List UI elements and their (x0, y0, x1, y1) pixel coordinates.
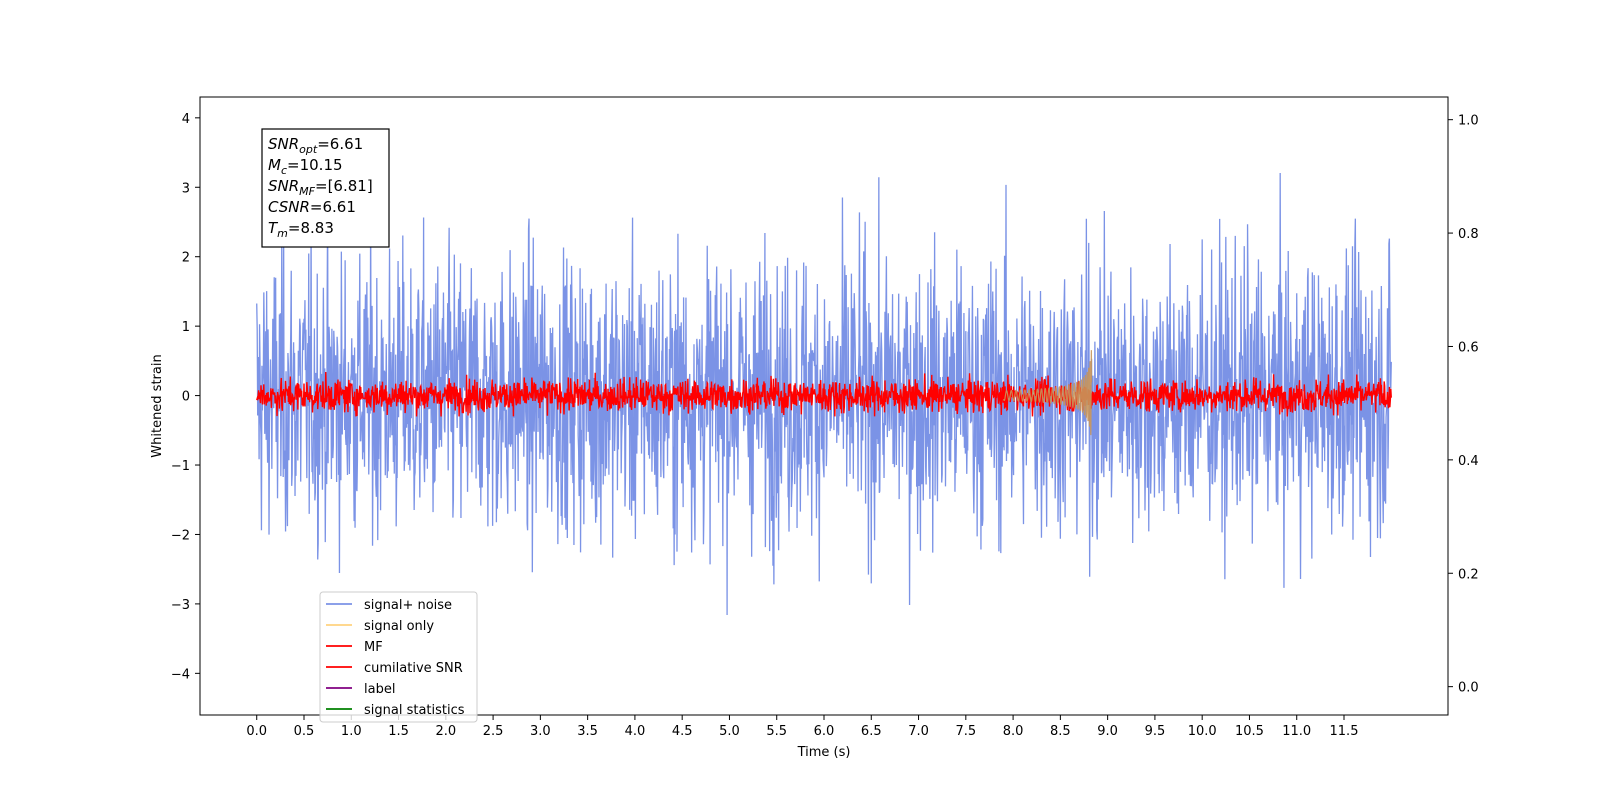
y-tick-label: −2 (171, 528, 190, 543)
x-tick-label: 5.5 (766, 724, 787, 739)
x-axis-label: Time (s) (797, 745, 851, 760)
x-tick-label: 2.5 (483, 724, 504, 739)
legend-label: signal only (364, 619, 434, 634)
x-tick-label: 4.0 (625, 724, 646, 739)
x-tick-label: 2.0 (435, 724, 456, 739)
x-tick-label: 4.5 (672, 724, 693, 739)
x-tick-label: 11.0 (1282, 724, 1311, 739)
y-tick-label: 2 (182, 251, 190, 266)
y-tick-label: −4 (171, 667, 190, 682)
legend-label: MF (364, 640, 383, 655)
legend-label: signal+ noise (364, 598, 452, 613)
x-tick-label: 8.0 (1003, 724, 1024, 739)
series-mf (256, 371, 1392, 417)
series-signal-noise (256, 172, 1392, 615)
y2-tick-label: 1.0 (1458, 114, 1479, 129)
y2-tick-label: 0.4 (1458, 454, 1479, 469)
legend: signal+ noise signal only MF cumilative SNR… (319, 591, 478, 723)
y-axis-label: Whitened strain (150, 354, 165, 457)
y-tick-label: 4 (182, 112, 190, 127)
x-tick-label: 1.5 (388, 724, 409, 739)
info-line: CSNR=6.61 (268, 198, 356, 216)
y-axis-right: 1.0 0.8 0.6 0.4 0.2 0.0 (1448, 114, 1479, 696)
info-box-frame (261, 128, 390, 248)
y2-tick-label: 0.8 (1458, 227, 1479, 242)
y-tick-label: 3 (182, 181, 190, 196)
x-tick-label: 7.5 (955, 724, 976, 739)
x-tick-label: 7.0 (908, 724, 929, 739)
series-signal-only (1003, 350, 1093, 436)
x-tick-label: 0.5 (294, 724, 315, 739)
y2-tick-label: 0.6 (1458, 340, 1479, 355)
y-tick-label: −1 (171, 459, 190, 474)
x-axis: 0.0 0.5 1.0 1.5 2.0 2.5 3.0 3.5 4.0 4.5 5.0 5.5 6.0 6… (246, 715, 1358, 739)
x-tick-label: 10.5 (1235, 724, 1264, 739)
info-box: SNRopt=6.61Mc=10.15SNRMF=[6.81]CSNR=6.61… (261, 128, 390, 248)
info-line: Mc=10.15 (268, 156, 343, 177)
x-tick-label: 3.0 (530, 724, 551, 739)
x-tick-label: 3.5 (577, 724, 598, 739)
x-tick-label: 9.5 (1145, 724, 1166, 739)
y-axis-left: 4 3 2 1 0 −1 −2 −3 −4 (171, 112, 200, 682)
info-line: Tm=8.83 (268, 219, 334, 240)
y2-tick-label: 0.0 (1458, 681, 1479, 696)
legend-label: cumilative SNR (364, 661, 463, 676)
legend-label: label (364, 682, 395, 697)
x-tick-label: 10.0 (1188, 724, 1217, 739)
legend-frame (319, 591, 478, 723)
x-tick-label: 6.5 (861, 724, 882, 739)
x-tick-label: 5.0 (719, 724, 740, 739)
x-tick-label: 9.0 (1097, 724, 1118, 739)
y-tick-label: −3 (171, 598, 190, 613)
legend-label: signal statistics (364, 703, 465, 718)
x-tick-label: 11.5 (1330, 724, 1359, 739)
info-line: SNRopt=6.61 (268, 135, 363, 156)
info-line: SNRMF=[6.81] (268, 177, 373, 198)
x-tick-label: 8.5 (1050, 724, 1071, 739)
x-tick-label: 0.0 (246, 724, 267, 739)
y-tick-label: 0 (182, 390, 190, 405)
y2-tick-label: 0.2 (1458, 567, 1479, 582)
x-tick-label: 1.0 (341, 724, 362, 739)
y-tick-label: 1 (182, 320, 190, 335)
plot-area (256, 172, 1392, 615)
x-tick-label: 6.0 (814, 724, 835, 739)
